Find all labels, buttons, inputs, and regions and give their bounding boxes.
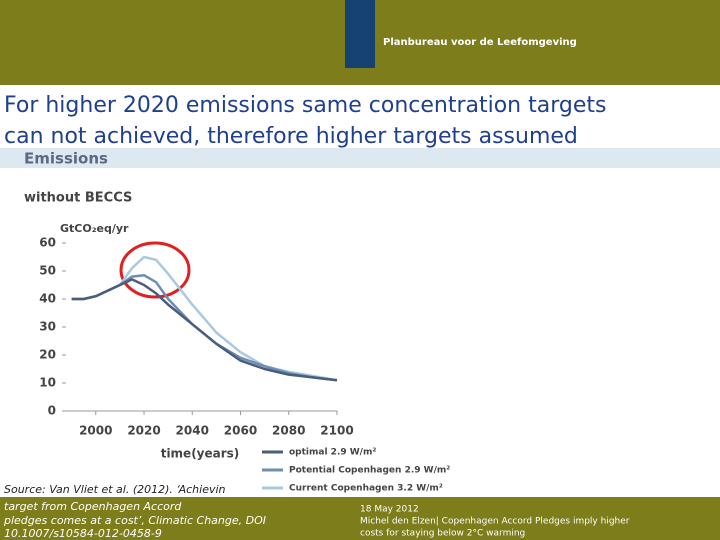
y-tick-label: 10 bbox=[39, 376, 56, 390]
x-axis-label: time(years) bbox=[161, 447, 240, 461]
y-tick-label: 30 bbox=[39, 320, 56, 334]
legend-label: optimal 2.9 W/m² bbox=[289, 448, 376, 458]
footer-text: Michel den Elzen| Copenhagen Accord Pled… bbox=[360, 517, 630, 527]
highlight-circle bbox=[119, 241, 191, 299]
x-tick-label: 2040 bbox=[176, 424, 209, 438]
footer-band bbox=[0, 497, 720, 540]
series-line bbox=[71, 278, 338, 382]
series-line bbox=[71, 255, 338, 382]
x-tick-label: 2000 bbox=[79, 424, 112, 438]
x-tick-label: 2020 bbox=[127, 424, 160, 438]
y-tick-label: 20 bbox=[39, 348, 56, 362]
footer-text: costs for staying below 2°C warming bbox=[360, 529, 525, 539]
logo bbox=[345, 0, 375, 68]
y-axis-label: GtCO₂eq/yr bbox=[60, 222, 129, 235]
x-tick-label: 2060 bbox=[224, 424, 257, 438]
y-tick-label: 60 bbox=[39, 236, 56, 250]
title-line: can not achieved, therefore higher targe… bbox=[4, 124, 578, 149]
series-line bbox=[71, 273, 338, 382]
footer-date: 18 May 2012 bbox=[360, 505, 419, 515]
y-tick-label: 0 bbox=[48, 404, 56, 418]
section-title: Emissions bbox=[24, 150, 108, 168]
x-tick-label: 2100 bbox=[320, 424, 353, 438]
org-name: Planbureau voor de Leefomgeving bbox=[383, 37, 577, 48]
title-line: For higher 2020 emissions same concentra… bbox=[4, 93, 606, 118]
source-line: Source: Van Vliet et al. (2012). ‘Achiev… bbox=[4, 483, 226, 496]
legend-label: Current Copenhagen 3.2 W/m² bbox=[289, 484, 443, 494]
y-tick-label: 50 bbox=[39, 264, 56, 278]
source-line: pledges comes at a cost’, Climatic Chang… bbox=[3, 514, 266, 527]
source: Source: Van Vliet et al. (2012). ‘Achiev… bbox=[3, 483, 266, 540]
source-line: 10.1007/s10584-012-0458-9 bbox=[4, 527, 162, 540]
legend-label: Potential Copenhagen 2.9 W/m² bbox=[289, 466, 450, 476]
section-band bbox=[0, 148, 720, 168]
x-tick-label: 2080 bbox=[272, 424, 305, 438]
source-line: target from Copenhagen Accord bbox=[4, 500, 182, 513]
y-tick-label: 40 bbox=[39, 292, 56, 306]
chart-title: without BECCS bbox=[24, 191, 132, 206]
